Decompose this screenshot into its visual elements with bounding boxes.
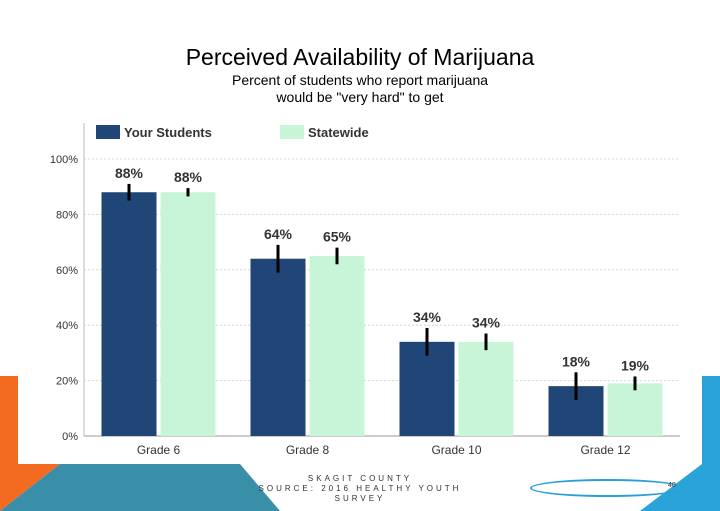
data-label: 88% — [174, 169, 203, 185]
legend-label: Statewide — [308, 125, 369, 140]
bar — [399, 341, 455, 436]
data-label: 19% — [621, 357, 650, 373]
x-tick-label: Grade 10 — [431, 443, 481, 457]
data-label: 65% — [323, 229, 352, 245]
y-tick-label: 0% — [62, 431, 78, 443]
data-label: 88% — [115, 165, 144, 181]
legend-swatch — [280, 125, 304, 139]
bar — [101, 192, 157, 436]
y-tick-label: 40% — [56, 320, 78, 332]
bar — [160, 192, 216, 436]
page-number: 40 — [668, 482, 676, 489]
orange-accent-shape — [0, 376, 60, 511]
footer-county: SKAGIT COUNTY — [307, 474, 413, 483]
teal-accent-shape — [0, 464, 280, 511]
subtitle-line-1: Percent of students who report marijuana — [231, 72, 489, 88]
x-tick-label: Grade 8 — [286, 443, 330, 457]
bar-chart: 0% 20% 40% 60% 80% 100% Your Students Statewide… — [50, 123, 680, 457]
x-tick-label: Grade 12 — [580, 443, 630, 457]
chart-panel: 0% 20% 40% 60% 80% 100% Your Students Statewide… — [18, 116, 702, 464]
legend-label: Your Students — [124, 125, 212, 140]
y-tick-label: 60% — [56, 265, 78, 277]
legend-swatch — [96, 125, 120, 139]
slide-footer: SKAGIT COUNTY SOURCE: 2016 HEALTHY YOUTH… — [240, 474, 480, 504]
footer-source: SOURCE: 2016 HEALTHY YOUTH SURVEY — [258, 484, 462, 503]
x-tick-label: Grade 6 — [137, 443, 181, 457]
data-label: 18% — [562, 353, 591, 369]
y-tick-label: 100% — [50, 154, 78, 166]
slide-title: Perceived Availability of Marijuana — [185, 44, 535, 70]
bar — [458, 341, 514, 436]
slide-subtitle: Percent of students who report marijuana… — [0, 72, 720, 106]
data-label: 64% — [264, 226, 293, 242]
blue-accent-shape — [640, 376, 720, 511]
data-label: 34% — [472, 315, 501, 331]
y-tick-label: 20% — [56, 376, 78, 388]
bar — [607, 383, 663, 436]
bar — [309, 255, 365, 436]
bar — [250, 258, 306, 436]
subtitle-line-2: would be "very hard" to get — [276, 89, 444, 105]
page-number-oval — [530, 479, 684, 497]
data-label: 34% — [413, 309, 442, 325]
y-tick-label: 80% — [56, 209, 78, 221]
